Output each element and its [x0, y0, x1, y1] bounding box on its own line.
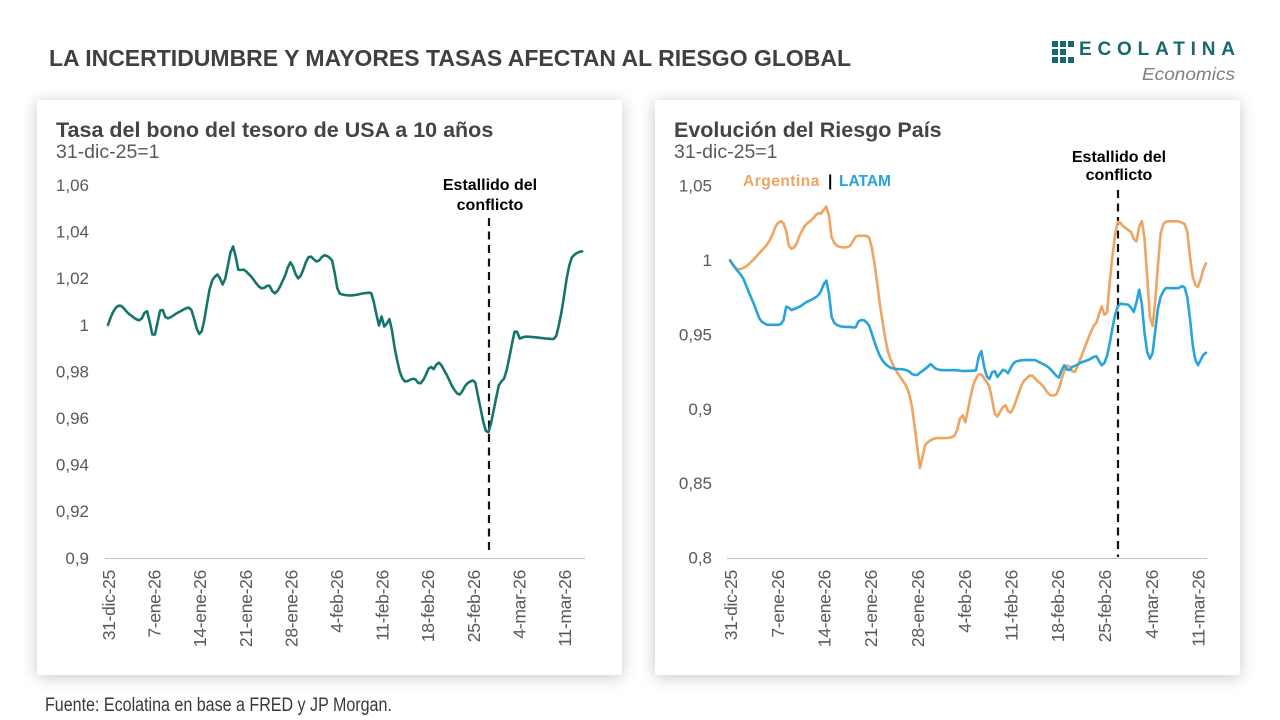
svg-text:1,04: 1,04: [56, 223, 89, 242]
svg-text:18-feb-26: 18-feb-26: [1048, 570, 1068, 642]
svg-text:31-dic-25: 31-dic-25: [99, 570, 119, 640]
svg-text:21-ene-26: 21-ene-26: [236, 570, 256, 647]
svg-text:conflicto: conflicto: [1086, 167, 1153, 184]
svg-text:7-ene-26: 7-ene-26: [768, 570, 788, 638]
svg-text:|: |: [828, 173, 832, 190]
svg-text:0,9: 0,9: [688, 400, 712, 419]
svg-text:28-ene-26: 28-ene-26: [908, 570, 928, 647]
svg-text:14-ene-26: 14-ene-26: [190, 570, 210, 647]
svg-text:LATAM: LATAM: [839, 173, 891, 190]
svg-text:4-feb-26: 4-feb-26: [327, 570, 347, 633]
svg-text:ECOLATINA: ECOLATINA: [1079, 39, 1235, 60]
svg-text:25-feb-26: 25-feb-26: [1095, 570, 1115, 642]
svg-text:Argentina: Argentina: [743, 173, 820, 190]
svg-text:14-ene-26: 14-ene-26: [815, 570, 835, 647]
svg-text:11-mar-26: 11-mar-26: [555, 570, 575, 647]
svg-text:25-feb-26: 25-feb-26: [464, 570, 484, 642]
svg-text:1: 1: [80, 316, 89, 335]
svg-text:Estallido del: Estallido del: [443, 177, 537, 194]
svg-text:0,96: 0,96: [56, 409, 89, 428]
svg-text:4-mar-26: 4-mar-26: [509, 570, 529, 639]
svg-text:11-mar-26: 11-mar-26: [1189, 570, 1209, 647]
svg-text:0,94: 0,94: [56, 456, 89, 475]
svg-text:Economics: Economics: [1142, 64, 1235, 84]
svg-text:11-feb-26: 11-feb-26: [373, 570, 393, 641]
svg-text:0,95: 0,95: [679, 325, 712, 344]
svg-text:18-feb-26: 18-feb-26: [418, 570, 438, 642]
svg-text:1,05: 1,05: [679, 177, 712, 196]
svg-text:7-ene-26: 7-ene-26: [145, 570, 165, 638]
svg-text:conflicto: conflicto: [457, 197, 524, 214]
svg-text:21-ene-26: 21-ene-26: [861, 570, 881, 647]
svg-text:0,92: 0,92: [56, 502, 89, 521]
svg-text:0,9: 0,9: [65, 549, 89, 568]
svg-text:0,85: 0,85: [679, 474, 712, 493]
svg-text:31-dic-25: 31-dic-25: [721, 570, 741, 640]
svg-text:0,8: 0,8: [688, 549, 712, 568]
svg-text:11-feb-26: 11-feb-26: [1002, 570, 1022, 641]
svg-text:Estallido del: Estallido del: [1072, 149, 1166, 166]
svg-text:4-feb-26: 4-feb-26: [955, 570, 975, 633]
svg-text:4-mar-26: 4-mar-26: [1142, 570, 1162, 639]
svg-text:28-ene-26: 28-ene-26: [281, 570, 301, 647]
svg-text:1,06: 1,06: [56, 176, 89, 195]
svg-text:0,98: 0,98: [56, 362, 89, 381]
svg-text:1: 1: [703, 251, 712, 270]
svg-text:1,02: 1,02: [56, 269, 89, 288]
